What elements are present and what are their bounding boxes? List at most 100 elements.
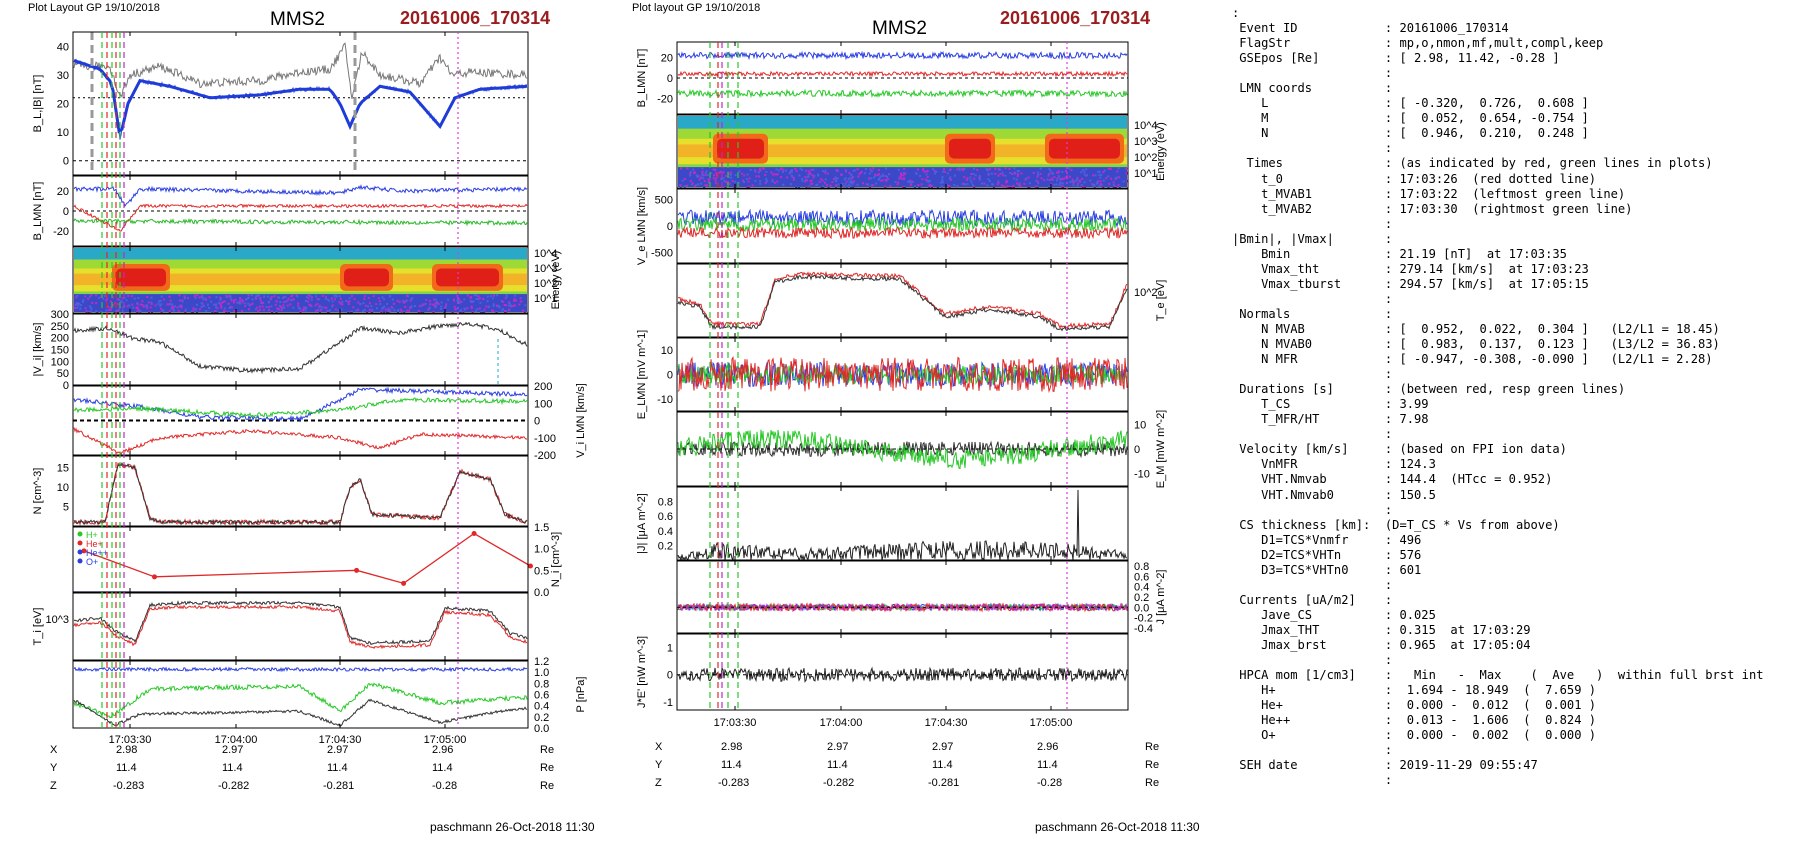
- spectrogram-pixel: [878, 178, 881, 181]
- middle-position-table: X 2.98 2.97 2.97 2.96 Re Y 11.4 11.4 11.…: [655, 741, 1165, 795]
- spectrogram-pixel: [297, 307, 300, 310]
- spectrogram-pixel: [440, 305, 443, 308]
- spectrogram-pixel: [392, 302, 395, 305]
- spectrogram-pixel: [870, 184, 873, 187]
- spectrogram-pixel: [95, 294, 98, 297]
- spectrogram-pixel: [999, 173, 1002, 176]
- spectrogram-pixel: [190, 310, 193, 313]
- middle-event-title: 20161006_170314: [1000, 8, 1151, 28]
- spectrogram-pixel: [754, 179, 757, 182]
- spectrogram-pixel: [477, 295, 480, 298]
- spectrogram-pixel: [305, 296, 308, 299]
- spectrogram-pixel: [1056, 171, 1059, 174]
- time-tick-label: 17:03:30: [109, 734, 152, 746]
- spectrogram-pixel: [498, 306, 501, 309]
- spectrogram-pixel: [974, 174, 977, 177]
- spectrogram-pixel: [180, 306, 183, 309]
- info-line: :: [1232, 66, 1393, 81]
- spectrogram-pixel: [291, 294, 294, 297]
- legend-label: He++: [86, 548, 108, 558]
- spectrogram-pixel: [314, 304, 317, 307]
- spectrogram-pixel: [900, 173, 903, 176]
- spectrogram-pixel: [928, 183, 931, 186]
- spectrogram-pixel: [933, 170, 936, 173]
- spectrogram-pixel: [387, 310, 390, 313]
- spectrogram-pixel: [844, 169, 847, 172]
- spectrogram-pixel: [133, 297, 136, 300]
- info-line: :: [1232, 577, 1393, 592]
- spectrogram-pixel: [878, 173, 881, 176]
- spectrogram-pixel: [1036, 180, 1039, 183]
- spectrogram-pixel: [177, 309, 180, 312]
- y-axis-label: N_i [cm^-3]: [550, 532, 562, 587]
- spectrogram-pixel: [417, 309, 420, 312]
- spectrogram-pixel: [1048, 168, 1051, 171]
- spectrogram-pixel: [201, 296, 204, 299]
- spectrogram-pixel: [1070, 169, 1073, 172]
- spectrogram-pixel: [109, 306, 112, 309]
- legend-marker: [77, 531, 83, 537]
- spectrogram-pixel: [337, 309, 340, 312]
- spectrogram-pixel: [225, 310, 228, 313]
- spectrogram-pixel: [758, 175, 761, 178]
- spectrogram-pixel: [229, 297, 232, 300]
- spectrogram-pixel: [148, 311, 151, 314]
- spectrogram-pixel: [970, 172, 973, 175]
- panel-frame: [72, 313, 529, 386]
- spectrogram-pixel: [1075, 179, 1078, 182]
- y-tick-label: 0.4: [534, 701, 549, 713]
- legend-label: He+: [86, 539, 103, 549]
- spectrogram-pixel: [367, 297, 370, 300]
- spectrogram-pixel: [850, 177, 853, 180]
- spectrogram-pixel: [988, 168, 991, 171]
- spectrogram-pixel: [949, 178, 952, 181]
- spectrogram-pixel: [834, 180, 837, 183]
- spectrogram-pixel: [765, 177, 768, 180]
- spectrogram-pixel: [79, 307, 82, 310]
- spectrogram-pixel: [241, 309, 244, 312]
- spectrogram-pixel: [1003, 185, 1006, 188]
- info-line: FlagStr : mp,o,nmon,mf,mult,compl,keep: [1232, 36, 1604, 51]
- spectrogram-pixel: [881, 173, 884, 176]
- spectrogram-pixel: [926, 175, 929, 178]
- info-line: VnMFR : 124.3: [1232, 457, 1436, 472]
- spectrogram-pixel: [90, 307, 93, 310]
- spectrogram-pixel: [318, 306, 321, 309]
- y-tick-label: -0.4: [1134, 623, 1153, 635]
- spectrogram-pixel: [492, 304, 495, 307]
- panel-frame: [72, 526, 529, 593]
- panel-frame: [676, 633, 1129, 711]
- spectrogram-pixel: [689, 174, 692, 177]
- series-Vi: [73, 321, 528, 375]
- y-tick-label: 30: [57, 70, 69, 82]
- spectrogram-pixel: [858, 173, 861, 176]
- y-tick-label: 250: [51, 321, 69, 333]
- series-BN: [677, 88, 1128, 99]
- spectrogram-pixel: [1105, 177, 1108, 180]
- series-JL: [677, 602, 1128, 613]
- spectrogram-pixel: [277, 308, 280, 311]
- spectrogram-pixel: [809, 180, 812, 183]
- spectrogram-pixel: [903, 178, 906, 181]
- spectrogram-hot-core: [1049, 138, 1120, 159]
- spectrogram-pixel: [894, 180, 897, 183]
- spectrogram-pixel: [196, 303, 199, 306]
- y-tick-label: 1.0: [534, 544, 549, 556]
- series-ViM: [73, 397, 528, 419]
- spectrogram-pixel: [780, 167, 783, 170]
- spectrogram-pixel: [1036, 175, 1039, 178]
- spectrogram-pixel: [1107, 186, 1110, 189]
- spectrogram-pixel: [784, 169, 787, 172]
- spectrogram-pixel: [689, 179, 692, 182]
- spectrogram-pixel: [868, 172, 871, 175]
- spectrogram-pixel: [292, 298, 295, 301]
- panel-frame: [72, 660, 529, 729]
- spectrogram-pixel: [387, 308, 390, 311]
- spectrogram-pixel: [370, 310, 373, 313]
- spectrogram-pixel: [928, 185, 931, 188]
- spectrogram-pixel: [701, 167, 704, 170]
- spectrogram-pixel: [88, 295, 91, 298]
- spectrogram-pixel: [368, 302, 371, 305]
- info-line: :: [1232, 427, 1393, 442]
- spectrogram-pixel: [327, 299, 330, 302]
